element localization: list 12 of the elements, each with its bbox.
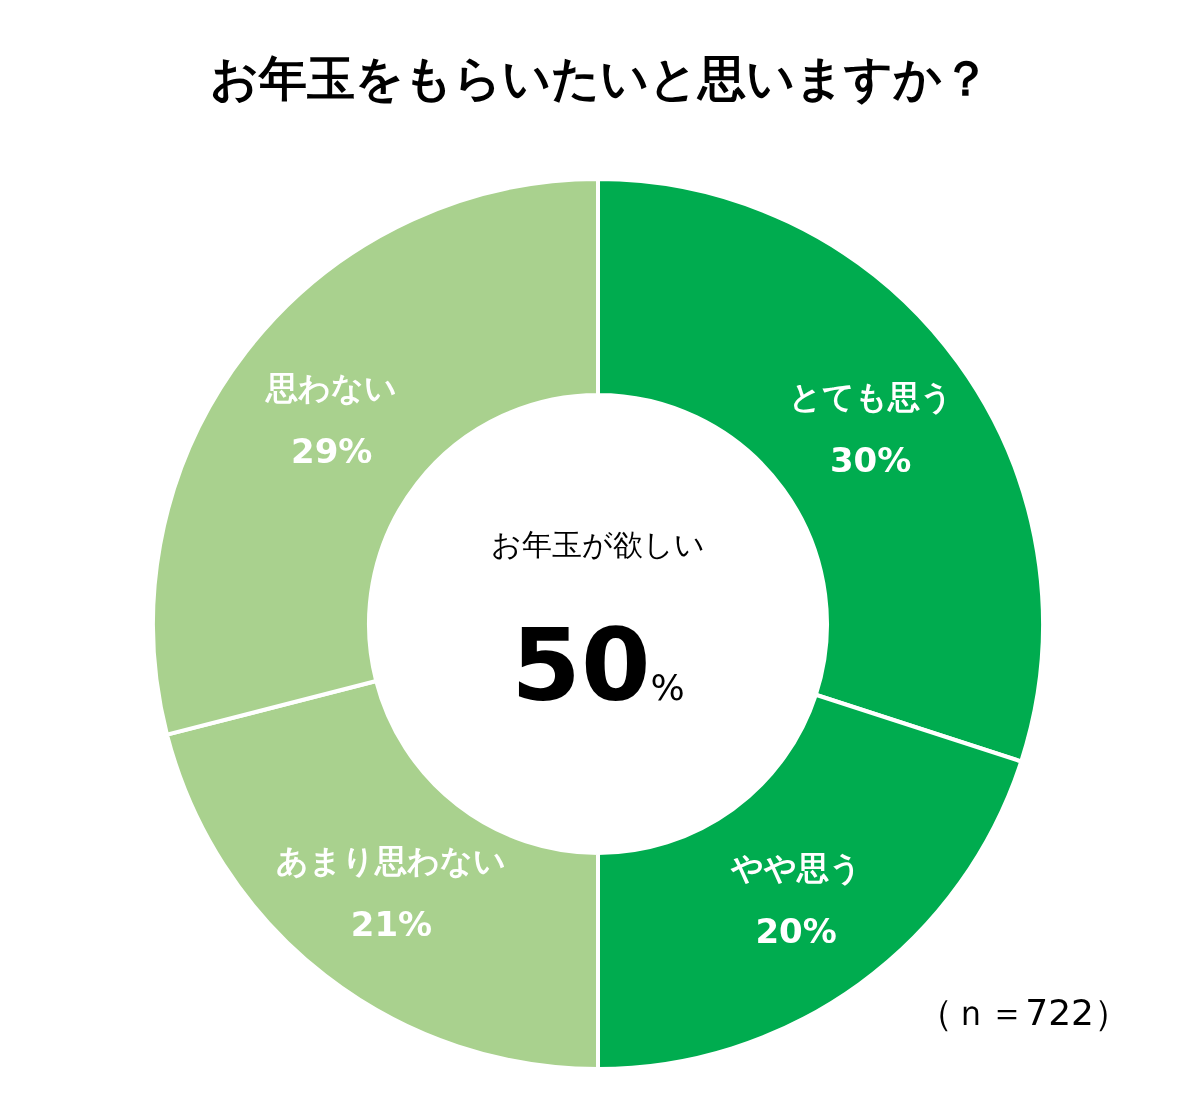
text: お年玉が欲しい bbox=[491, 527, 705, 562]
data-label: 20% bbox=[755, 910, 837, 951]
slice-label: やや思う bbox=[729, 848, 862, 887]
data-label: 21% bbox=[350, 904, 433, 945]
slice-label: 思わない bbox=[265, 369, 398, 408]
text: 50% bbox=[511, 607, 685, 724]
chart-title: お年玉をもらいたいと思いますか？ bbox=[210, 50, 990, 106]
text: （ｎ＝722） bbox=[917, 992, 1130, 1033]
data-label: 30% bbox=[829, 439, 912, 480]
slice-label: とても思う bbox=[788, 377, 953, 416]
slice-label: あまり思わない bbox=[276, 842, 507, 881]
data-label: 29% bbox=[291, 431, 373, 472]
